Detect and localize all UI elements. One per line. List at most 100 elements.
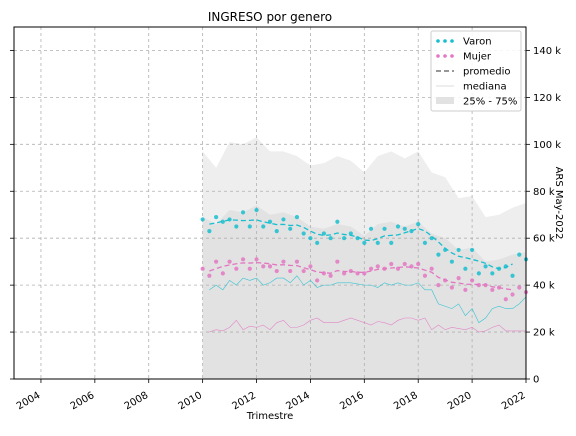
data-point-mujer bbox=[389, 261, 394, 267]
data-point-varon bbox=[416, 222, 421, 227]
data-point-varon bbox=[254, 207, 259, 213]
data-point-mujer bbox=[402, 261, 407, 267]
plot-frame bbox=[13, 26, 527, 380]
x-axis-label: Trimestre bbox=[246, 411, 294, 422]
x-tick-label: 2012 bbox=[230, 390, 258, 412]
legend-varon-marker bbox=[436, 39, 440, 43]
data-point-mujer bbox=[395, 266, 401, 271]
data-point-varon bbox=[409, 229, 414, 234]
data-point-mujer bbox=[308, 264, 313, 269]
data-point-varon bbox=[456, 247, 461, 253]
data-point-mujer bbox=[288, 268, 293, 274]
data-point-mujer bbox=[463, 287, 468, 292]
data-point-mujer bbox=[496, 285, 502, 290]
data-point-varon bbox=[315, 240, 320, 245]
data-point-mujer bbox=[342, 271, 347, 276]
data-point-varon bbox=[294, 214, 300, 220]
data-point-varon bbox=[470, 247, 475, 253]
data-point-mujer bbox=[200, 266, 205, 271]
data-point-mujer bbox=[490, 287, 495, 292]
data-point-varon bbox=[200, 217, 205, 222]
y-tick-label: 100 k bbox=[533, 140, 561, 151]
data-point-varon bbox=[510, 273, 515, 278]
y-tick-label: 60 k bbox=[533, 234, 555, 245]
data-point-mujer bbox=[510, 292, 515, 297]
data-point-varon bbox=[496, 266, 502, 271]
data-point-varon bbox=[227, 217, 232, 222]
data-point-mujer bbox=[227, 259, 232, 264]
data-point-mujer bbox=[315, 278, 320, 283]
data-point-varon bbox=[328, 236, 333, 241]
data-point-varon bbox=[476, 271, 481, 276]
data-point-mujer bbox=[301, 268, 306, 274]
data-point-mujer bbox=[436, 283, 441, 288]
legend-varon-marker bbox=[443, 39, 447, 43]
data-point-varon bbox=[463, 266, 468, 271]
data-point-varon bbox=[281, 217, 286, 222]
data-point-varon bbox=[436, 252, 441, 257]
data-point-varon bbox=[402, 226, 407, 231]
data-point-varon bbox=[220, 219, 225, 224]
mean-line-mujer bbox=[209, 261, 513, 291]
y-tick-label: 40 k bbox=[533, 281, 555, 292]
data-point-varon bbox=[422, 240, 428, 245]
data-point-varon bbox=[335, 219, 340, 224]
legend-mujer-marker bbox=[436, 54, 440, 58]
data-point-mujer bbox=[267, 264, 273, 269]
legend-entry-promedio: promedio bbox=[436, 67, 511, 78]
data-point-varon bbox=[214, 214, 219, 220]
data-point-mujer bbox=[274, 268, 279, 274]
x-tick-label: 2006 bbox=[69, 390, 97, 412]
data-point-varon bbox=[247, 224, 252, 229]
legend-label-mujer: Mujer bbox=[463, 52, 492, 63]
data-point-varon bbox=[234, 224, 239, 229]
data-point-varon bbox=[395, 224, 401, 229]
data-point-varon bbox=[375, 240, 380, 245]
data-point-mujer bbox=[247, 266, 252, 271]
data-point-varon bbox=[348, 231, 353, 236]
data-point-mujer bbox=[261, 264, 266, 269]
data-point-mujer bbox=[321, 271, 326, 276]
median-line-mujer bbox=[209, 317, 526, 333]
x-tick-label: 2018 bbox=[392, 390, 420, 412]
legend-entry-iqr: 25% - 75% bbox=[436, 97, 517, 108]
data-point-mujer bbox=[355, 271, 360, 276]
x-tick-label: 2010 bbox=[177, 390, 205, 412]
data-point-varon bbox=[355, 236, 360, 241]
data-point-mujer bbox=[220, 271, 225, 276]
data-point-varon bbox=[503, 264, 508, 269]
legend-iqr-swatch bbox=[436, 97, 454, 104]
y-tick-label: 120 k bbox=[533, 93, 561, 104]
data-point-mujer bbox=[382, 266, 387, 271]
median-line-varon bbox=[209, 275, 527, 324]
data-point-mujer bbox=[483, 283, 488, 288]
data-point-varon bbox=[389, 240, 394, 245]
legend-mujer-marker bbox=[450, 54, 454, 58]
data-point-varon bbox=[362, 240, 367, 245]
y-axis-label: ARS May-2022 bbox=[553, 167, 564, 240]
legend-mujer-marker bbox=[443, 54, 447, 58]
legend-label-iqr: 25% - 75% bbox=[463, 97, 517, 108]
data-point-varon bbox=[342, 236, 347, 241]
data-point-mujer bbox=[368, 266, 374, 271]
legend-entry-mujer: Mujer bbox=[436, 52, 492, 63]
data-point-mujer bbox=[470, 278, 475, 283]
legend-frame bbox=[430, 30, 522, 112]
data-point-varon bbox=[321, 231, 326, 236]
data-point-varon bbox=[240, 210, 246, 215]
data-point-mujer bbox=[240, 257, 246, 262]
legend-entry-varon: Varon bbox=[436, 37, 492, 48]
legend-label-mediana: mediana bbox=[463, 82, 507, 93]
data-point-varon bbox=[483, 264, 488, 269]
y-tick-label: 80 k bbox=[533, 187, 555, 198]
x-tick-label: 2016 bbox=[338, 390, 366, 412]
data-point-mujer bbox=[281, 259, 286, 264]
data-point-mujer bbox=[254, 257, 259, 262]
data-point-mujer bbox=[328, 273, 333, 278]
data-point-varon bbox=[274, 229, 279, 234]
data-point-varon bbox=[368, 226, 374, 231]
data-point-mujer bbox=[362, 271, 367, 276]
data-point-mujer bbox=[517, 285, 522, 290]
